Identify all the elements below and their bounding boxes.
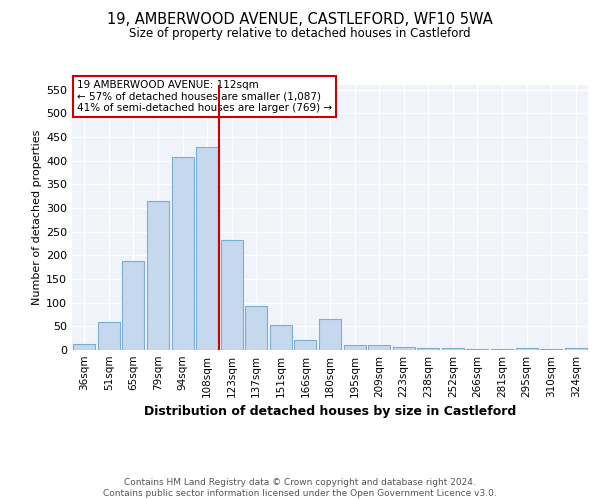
Y-axis label: Number of detached properties: Number of detached properties [32,130,42,305]
Bar [466,348,488,350]
Bar [491,349,513,350]
Bar [295,340,316,350]
Bar [245,306,268,350]
Bar [442,348,464,350]
Bar [122,261,145,350]
X-axis label: Distribution of detached houses by size in Castleford: Distribution of detached houses by size … [144,406,516,418]
Bar [221,240,243,350]
Bar [515,348,538,350]
Bar [540,349,562,350]
Bar [392,346,415,350]
Bar [319,319,341,350]
Bar [172,157,194,350]
Bar [565,348,587,350]
Bar [368,346,390,350]
Bar [98,322,120,350]
Bar [417,348,439,350]
Text: Size of property relative to detached houses in Castleford: Size of property relative to detached ho… [129,28,471,40]
Bar [147,201,169,350]
Text: 19, AMBERWOOD AVENUE, CASTLEFORD, WF10 5WA: 19, AMBERWOOD AVENUE, CASTLEFORD, WF10 5… [107,12,493,28]
Bar [196,146,218,350]
Bar [270,326,292,350]
Text: Contains HM Land Registry data © Crown copyright and database right 2024.
Contai: Contains HM Land Registry data © Crown c… [103,478,497,498]
Bar [344,346,365,350]
Text: 19 AMBERWOOD AVENUE: 112sqm
← 57% of detached houses are smaller (1,087)
41% of : 19 AMBERWOOD AVENUE: 112sqm ← 57% of det… [77,80,332,113]
Bar [73,344,95,350]
